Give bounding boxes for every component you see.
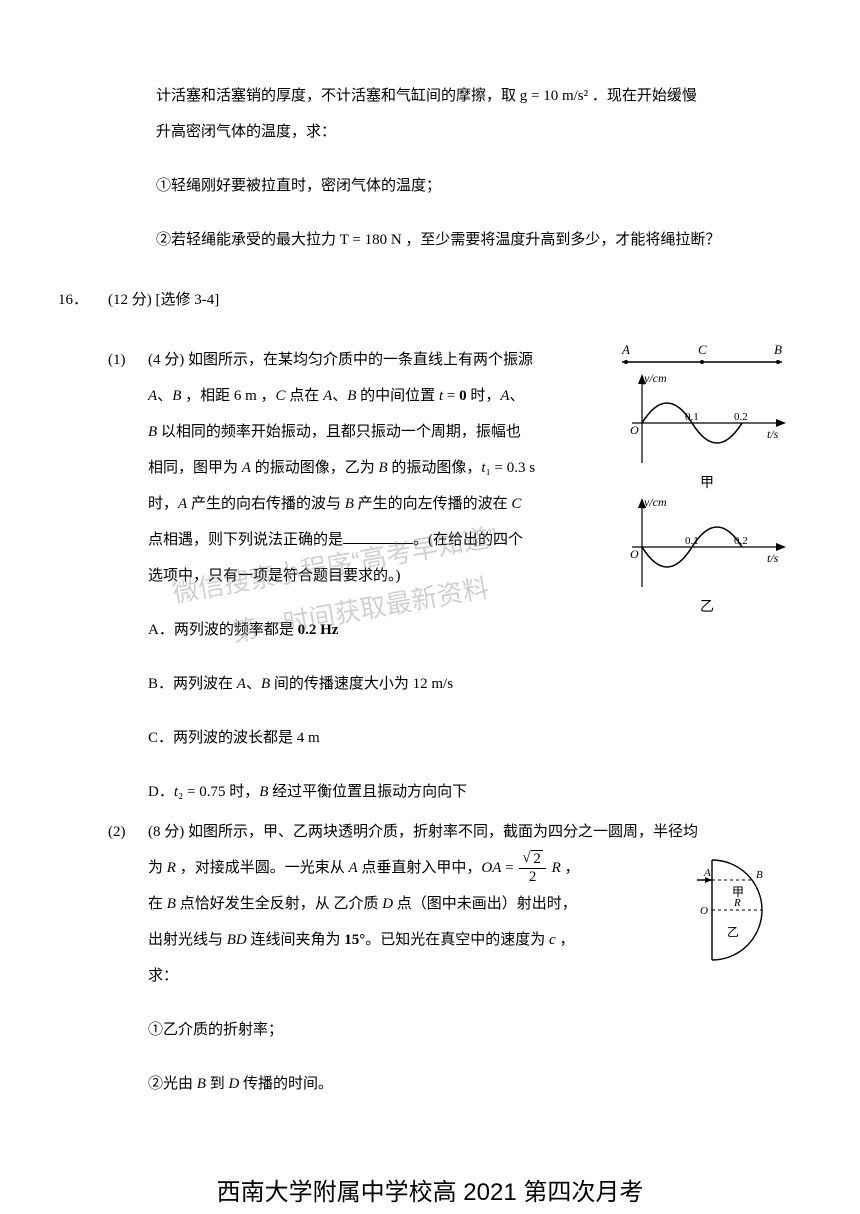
svg-text:O: O [700, 905, 708, 917]
svg-text:A: A [621, 342, 630, 357]
q16-p2-sub2: ②光由 B 到 D 传播的时间。 [148, 1066, 802, 1102]
q16-p1-l5: 时，A 产生的向右传播的波与 B 产生的向左传播的波在 C [148, 486, 598, 522]
svg-text:O: O [630, 423, 639, 437]
q16-p1-l6: 点相遇，则下列说法正确的是。(在给出的四个 [148, 522, 598, 558]
fig-cap-yi: 乙 [612, 596, 802, 616]
q16-p2-sub1: ①乙介质的折射率； [148, 1012, 802, 1048]
svg-text:t/s: t/s [767, 427, 779, 441]
svg-text:0.1: 0.1 [685, 411, 699, 423]
intro-line1: 计活塞和活塞销的厚度，不计活塞和气缸间的摩擦，取 g = 10 m/s² ．现在… [156, 78, 802, 114]
fig-semicircle: A B O R 甲 乙 [692, 850, 792, 970]
q16-p2-l4: 出射光线与 BD 连线间夹角为 15°。已知光在真空中的速度为 c ， [148, 922, 678, 958]
svg-text:B: B [774, 342, 782, 357]
q16-p2-l3: 在 B 点恰好发生全反射，从 乙介质 D 点（图中未画出）射出时， [148, 886, 678, 922]
q16-p2-l2: 为 R ，对接成半圆。一光束从 A 点垂直射入甲中，OA = 22 R ， [148, 850, 678, 886]
svg-text:甲: 甲 [732, 885, 744, 899]
fig-line-acb: A C B [612, 342, 792, 368]
q16-number: 16． [58, 282, 108, 318]
intro-sub1: ①轻绳刚好要被拉直时，密闭气体的温度； [156, 168, 802, 204]
q16-p2-num: (2) [58, 814, 148, 850]
svg-text:O: O [630, 547, 639, 561]
svg-text:y/cm: y/cm [643, 495, 667, 509]
svg-text:0.2: 0.2 [734, 535, 748, 547]
p1-pts: (4 分) [148, 352, 184, 368]
optC: C．两列波的波长都是 4 m [148, 720, 598, 756]
fig-cap-jia: 甲 [612, 472, 802, 492]
optA: A．两列波的频率都是 0.2 Hz [148, 612, 598, 648]
fig-graph-yi: y/cm t/s 0.1 0.2 O [612, 492, 792, 602]
q16-p1-l2: A、B ，相距 6 m ，C 点在 A、B 的中间位置 t = 0 时，A、 [148, 378, 598, 414]
q16-p2-l5: 求： [148, 958, 678, 994]
svg-text:B: B [756, 869, 763, 881]
q16-p1-l7: 选项中，只有一项是符合题目要求的。) [148, 558, 598, 594]
page-footer-title: 西南大学附属中学校高 2021 第四次月考 [58, 1172, 802, 1207]
q16-p2-l1: (8 分) 如图所示，甲、乙两块透明介质，折射率不同，截面为四分之一圆周，半径均 [148, 814, 802, 850]
optD: D．t₂ = 0.75 时，B 经过平衡位置且振动方向向下 [148, 774, 598, 810]
q16-p1-l1: (4 分) 如图所示，在某均匀介质中的一条直线上有两个振源 [148, 342, 598, 378]
q16-p1-num: (1) [58, 342, 148, 378]
svg-text:0.2: 0.2 [734, 411, 748, 423]
svg-text:0.1: 0.1 [685, 535, 699, 547]
svg-text:A: A [703, 867, 711, 879]
svg-text:t/s: t/s [767, 551, 779, 565]
svg-text:C: C [698, 342, 707, 357]
svg-text:y/cm: y/cm [643, 371, 667, 385]
q16-p1-l3: B 以相同的频率开始振动，且都只振动一个周期，振幅也 [148, 414, 598, 450]
intro-line2: 升高密闭气体的温度，求： [156, 114, 802, 150]
q16-points: (12 分) [选修 3-4] [108, 282, 219, 318]
intro-sub2: ②若轻绳能承受的最大拉力 T = 180 N ，至少需要将温度升高到多少，才能将… [156, 222, 802, 258]
q16-p1-l4: 相同，图甲为 A 的振动图像，乙为 B 的振动图像，t₁ = 0.3 s [148, 450, 598, 486]
svg-text:乙: 乙 [727, 925, 739, 939]
optB: B．两列波在 A、B 间的传播速度大小为 12 m/s [148, 666, 598, 702]
fig-graph-jia: y/cm t/s 0.1 0.2 O [612, 368, 792, 478]
